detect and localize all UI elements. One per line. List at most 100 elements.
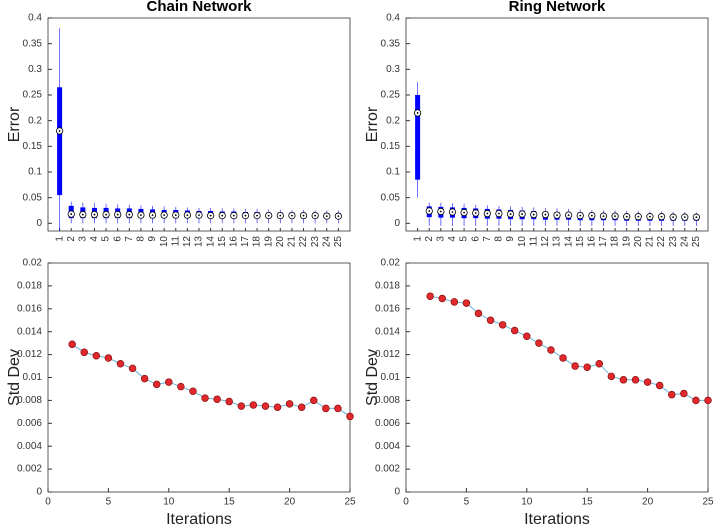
y-tick-label: 0.35 (23, 38, 43, 49)
x-tick-label: 20 (275, 236, 286, 248)
median-dot (70, 213, 73, 215)
median-dot (474, 212, 477, 214)
median-dot (302, 214, 305, 217)
y-tick-label: 0.016 (17, 303, 42, 314)
x-tick-label: 15 (575, 236, 586, 248)
y-tick-label: 0 (36, 487, 42, 498)
y-tick-label: 0.012 (17, 349, 42, 360)
point (607, 372, 616, 381)
median-dot (116, 213, 119, 216)
y-tick-label: 0.006 (375, 418, 400, 429)
y-axis-label: Error (6, 106, 23, 142)
point (68, 340, 76, 349)
x-tick-label: 25 (333, 236, 344, 248)
point (116, 360, 125, 368)
chart-title: Chain Network (146, 0, 252, 15)
x-tick-label: 7 (482, 236, 493, 242)
median-dot (532, 213, 535, 216)
y-tick-label: 0.2 (386, 115, 400, 126)
x-tick-label: 25 (702, 497, 714, 508)
y-tick-label: 0.1 (28, 167, 42, 178)
median-dot (337, 215, 340, 218)
x-tick-label: 7 (124, 236, 135, 242)
y-tick-label: 0.4 (28, 13, 42, 24)
point (680, 389, 688, 398)
median-dot (614, 215, 616, 218)
y-tick-label: 0.018 (17, 281, 42, 292)
x-tick-label: 1 (412, 236, 423, 242)
point (426, 292, 434, 300)
y-tick-label: 0.05 (381, 192, 401, 203)
plot-area (47, 17, 351, 232)
median-dot (198, 214, 200, 216)
median-dot (151, 214, 154, 216)
x-tick-label: 3 (435, 236, 446, 242)
point (498, 321, 507, 329)
y-axis-label: Error (364, 106, 381, 142)
x-tick-label: 25 (344, 497, 356, 508)
y-tick-label: 0.1 (386, 167, 400, 178)
y-tick-label: 0.016 (375, 303, 400, 314)
x-tick-label: 22 (656, 236, 667, 248)
median-dot (683, 216, 686, 219)
box (415, 94, 421, 180)
x-tick-label: 5 (101, 236, 112, 242)
median-dot (463, 211, 465, 214)
median-dot (325, 215, 328, 218)
point (450, 298, 459, 306)
median-dot (128, 213, 131, 216)
median-dot (256, 214, 258, 217)
y-tick-label: 0.3 (386, 64, 400, 75)
y-tick-label: 0.25 (381, 90, 401, 101)
point (310, 396, 318, 405)
x-tick-label: 6 (470, 236, 481, 242)
point (128, 364, 137, 373)
median-dot (672, 216, 675, 219)
x-tick-label: 13 (194, 236, 205, 248)
x-tick-label: 21 (645, 236, 656, 248)
median-dot (140, 214, 142, 216)
point (655, 381, 664, 390)
x-tick-label: 21 (287, 236, 298, 248)
median-dot (174, 214, 177, 216)
point (692, 396, 700, 405)
y-tick-label: 0.004 (375, 441, 400, 452)
x-tick-label: 3 (77, 236, 88, 242)
x-tick-label: 4 (89, 236, 100, 242)
y-tick-label: 0.01 (381, 372, 401, 383)
point (152, 380, 161, 389)
point (595, 360, 604, 368)
median-dot (221, 214, 224, 217)
median-dot (486, 212, 489, 215)
median-dot (498, 212, 500, 215)
x-tick-label: 25 (691, 236, 702, 248)
point (80, 348, 88, 357)
point (559, 354, 567, 362)
median-dot (439, 210, 442, 213)
median-dot (163, 214, 166, 216)
point (510, 326, 519, 335)
median-dot (416, 112, 419, 114)
y-tick-label: 0.15 (381, 141, 401, 152)
point (213, 395, 221, 404)
x-tick-label: 15 (582, 497, 594, 508)
point (631, 376, 640, 384)
y-tick-label: 0.018 (375, 281, 400, 292)
median-dot (186, 214, 189, 216)
x-tick-label: 17 (598, 236, 609, 248)
median-dot (267, 214, 270, 217)
y-tick-label: 0.02 (381, 258, 401, 269)
median-dot (81, 213, 84, 216)
box (57, 87, 63, 196)
y-tick-label: 0.008 (375, 395, 400, 406)
point (92, 351, 101, 360)
x-tick-label: 9 (505, 236, 516, 242)
plot-area (405, 262, 709, 493)
point (189, 387, 197, 395)
median-dot (232, 214, 235, 217)
median-dot (428, 210, 431, 212)
median-dot (637, 215, 640, 218)
point (261, 402, 270, 410)
x-tick-label: 18 (252, 236, 263, 248)
